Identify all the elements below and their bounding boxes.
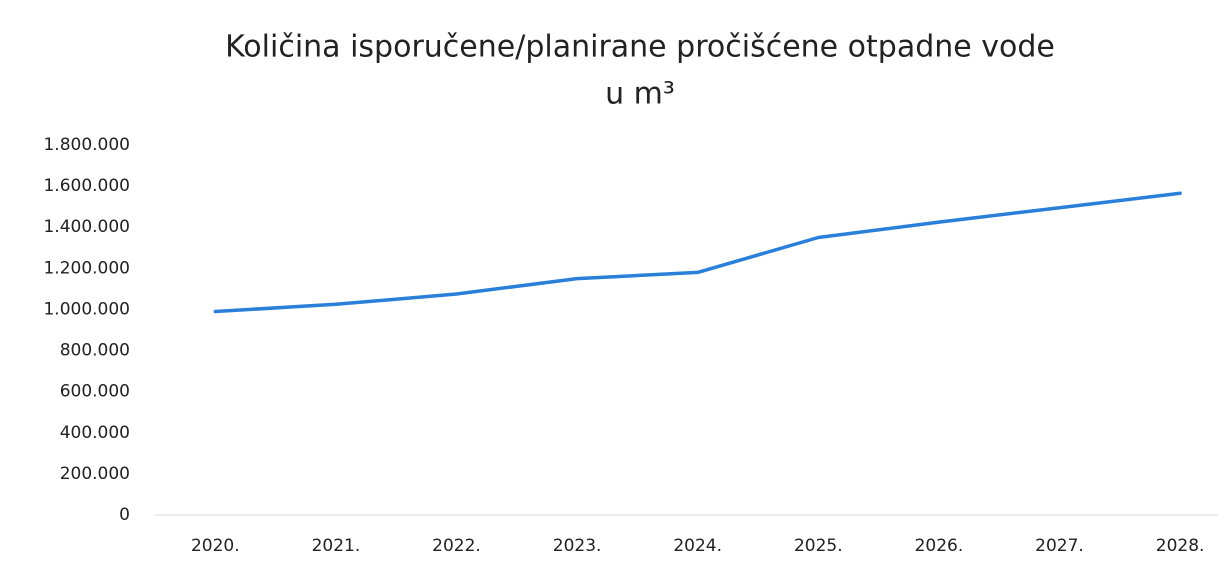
y-tick-label: 1.400.000	[43, 217, 130, 237]
y-tick-label: 1.200.000	[43, 258, 130, 278]
y-tick-label: 1.600.000	[43, 176, 130, 196]
y-tick-label: 1.800.000	[43, 135, 130, 155]
x-tick-label: 2020.	[191, 536, 240, 556]
x-tick-label: 2026.	[915, 536, 964, 556]
y-tick-label: 600.000	[60, 382, 130, 402]
chart-title: u m³	[605, 77, 675, 112]
line	[213, 191, 1182, 314]
x-tick-label: 2024.	[673, 536, 722, 556]
y-tick-label: 200.000	[60, 464, 130, 484]
x-tick-label: 2023.	[553, 536, 602, 556]
y-tick-label: 400.000	[60, 423, 130, 443]
y-tick-label: 1.000.000	[43, 299, 130, 319]
chart-title: Količina isporučene/planirane pročišćene…	[225, 30, 1055, 65]
x-tick-label: 2022.	[432, 536, 481, 556]
y-tick-label: 800.000	[60, 341, 130, 361]
x-tick-label: 2025.	[794, 536, 843, 556]
y-tick-label: 0	[119, 505, 130, 525]
x-tick-label: 2021.	[312, 536, 361, 556]
x-tick-label: 2027.	[1035, 536, 1084, 556]
x-tick-label: 2028.	[1156, 536, 1205, 556]
